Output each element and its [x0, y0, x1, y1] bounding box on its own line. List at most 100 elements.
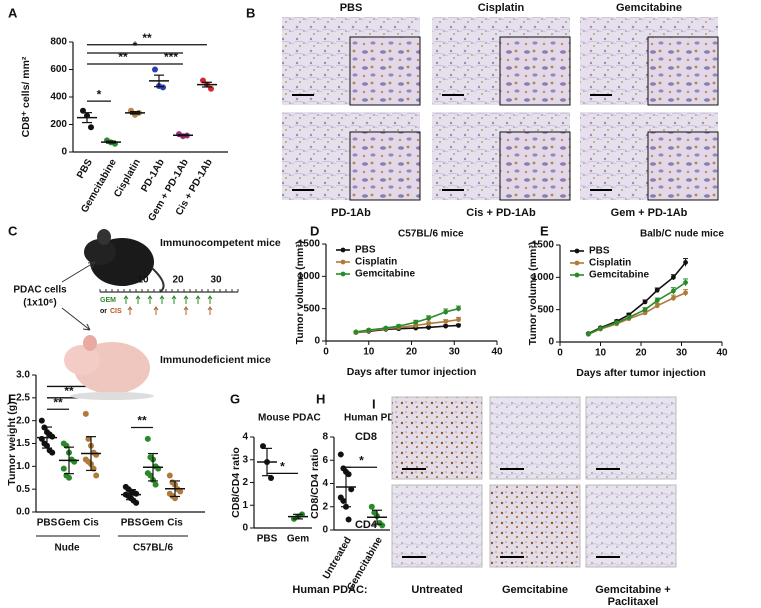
- arrow: [61, 307, 91, 331]
- y-axis-label: Tumor volume (mm³): [294, 241, 306, 345]
- image-label: Cisplatin: [478, 2, 525, 14]
- image-label: Gem + PD-1Ab: [611, 207, 688, 219]
- data-point: [379, 522, 386, 529]
- y-tick-label: 1.5: [16, 438, 30, 449]
- panel-letter: A: [8, 5, 18, 20]
- y-axis-label: Tumor volume (mm³): [527, 242, 539, 346]
- data-point: [671, 274, 676, 280]
- x-tick-label: 0: [323, 347, 329, 358]
- data-point: [626, 315, 632, 320]
- x-tick-label: Gem: [287, 534, 309, 545]
- mouse-shadow: [70, 392, 154, 400]
- pink-mouse: [64, 335, 154, 400]
- data-point: [166, 472, 173, 479]
- ihc-image: [489, 484, 581, 568]
- y-tick-label: 500: [537, 304, 554, 315]
- chart-title: Human PDAC: [344, 413, 409, 424]
- legend-marker: [340, 247, 346, 253]
- data-point: [348, 486, 355, 493]
- y-tick-label: 2.5: [16, 392, 30, 403]
- dose-arrow: [135, 295, 141, 304]
- data-point: [366, 327, 372, 333]
- data-point: [268, 474, 274, 481]
- y-tick-label: 0.0: [16, 507, 30, 518]
- x-tick-label: Cis: [83, 518, 99, 529]
- data-point: [144, 435, 151, 442]
- y-tick-label: 600: [50, 64, 67, 75]
- significance-label: **: [137, 414, 147, 428]
- data-point: [443, 323, 449, 329]
- y-tick-label: 4: [242, 432, 248, 443]
- column-label: Gemcitabine + Paclitaxel: [595, 584, 671, 608]
- x-tick-label: 20: [406, 347, 418, 358]
- x-tick-label: PBS: [75, 157, 95, 181]
- data-point: [683, 290, 688, 296]
- data-point: [368, 503, 375, 510]
- data-point: [88, 124, 94, 131]
- significance-label: *: [359, 453, 364, 467]
- data-point: [642, 307, 648, 313]
- mouse-label: Immunocompetent mice: [160, 237, 281, 249]
- x-tick-label: 10: [595, 348, 607, 359]
- data-point: [654, 303, 660, 309]
- x-tick-label: 30: [449, 347, 461, 358]
- histology-inset: [499, 131, 571, 201]
- y-tick-label: 0: [314, 336, 320, 347]
- ihc-image: [585, 396, 677, 480]
- x-tick-label: PBS: [257, 534, 278, 545]
- data-point: [413, 319, 419, 325]
- histology-inset: [647, 36, 719, 106]
- data-point: [456, 323, 461, 328]
- row-label: CD4: [355, 519, 378, 531]
- data-point: [642, 299, 648, 305]
- histology-inset: [647, 131, 719, 201]
- image-label: PBS: [340, 2, 363, 14]
- histology-inset: [499, 36, 571, 106]
- panel-letter: G: [230, 391, 240, 406]
- dose-arrow: [153, 306, 159, 315]
- y-tick-label: 0.5: [16, 484, 30, 495]
- mouse-ear: [83, 335, 97, 351]
- data-point: [133, 499, 140, 506]
- data-point: [353, 329, 359, 335]
- black-mouse: [84, 229, 165, 293]
- data-point: [443, 319, 449, 324]
- image-label: Cis + PD-1Ab: [466, 207, 536, 219]
- y-tick-label: 800: [50, 37, 67, 48]
- x-tick-label: Cis: [167, 518, 183, 529]
- legend-label: Cisplatin: [355, 257, 397, 268]
- image-label: Gemcitabine: [616, 2, 682, 14]
- data-point: [683, 280, 688, 285]
- image-label: PD-1Ab: [331, 207, 371, 219]
- column-label: Untreated: [411, 584, 462, 596]
- dose-arrow: [159, 295, 165, 304]
- legend-label: Gemcitabine: [589, 270, 649, 281]
- dose-arrow: [183, 295, 189, 304]
- mouse-ear: [97, 229, 111, 245]
- dose-arrow: [127, 306, 133, 315]
- significance-label: **: [53, 395, 63, 409]
- series-line: [355, 307, 459, 333]
- data-point: [683, 260, 688, 265]
- data-point: [443, 309, 449, 315]
- x-tick-label: 10: [363, 347, 375, 358]
- x-tick-label: 0: [557, 348, 563, 359]
- y-tick-label: 0: [61, 147, 67, 158]
- significance-label: **: [118, 50, 128, 64]
- data-point: [396, 323, 402, 329]
- data-point: [671, 288, 676, 294]
- ihc-image: [489, 396, 581, 480]
- cells-label: PDAC cells: [13, 285, 67, 296]
- ihc-image: [391, 484, 483, 568]
- data-point: [614, 320, 620, 325]
- dose-arrow: [147, 295, 153, 304]
- y-tick-label: 3.0: [16, 370, 30, 381]
- data-point: [152, 66, 158, 73]
- legend-marker: [574, 260, 580, 266]
- data-point: [38, 417, 45, 424]
- histology-inset: [349, 36, 421, 106]
- group-label: Nude: [55, 543, 80, 554]
- chart-title: Balb/C nude mice: [640, 229, 724, 240]
- cells-label: (1x10⁶): [23, 298, 57, 309]
